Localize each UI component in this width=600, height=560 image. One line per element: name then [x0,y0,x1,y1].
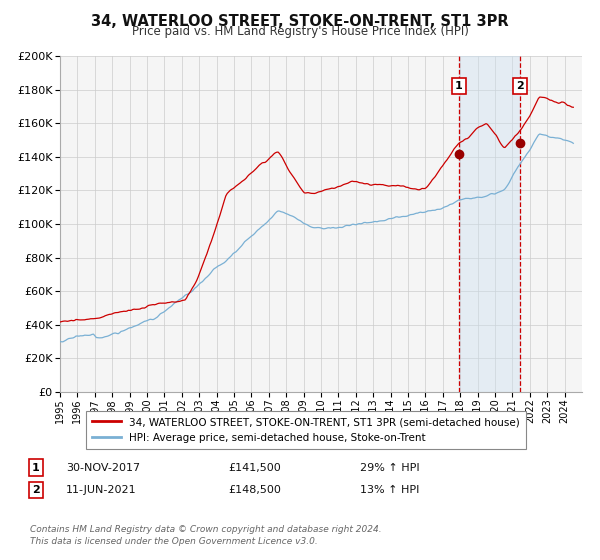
Text: 34, WATERLOO STREET, STOKE-ON-TRENT, ST1 3PR: 34, WATERLOO STREET, STOKE-ON-TRENT, ST1… [91,14,509,29]
Legend: 34, WATERLOO STREET, STOKE-ON-TRENT, ST1 3PR (semi-detached house), HPI: Average: 34, WATERLOO STREET, STOKE-ON-TRENT, ST1… [86,410,526,449]
Text: 29% ↑ HPI: 29% ↑ HPI [360,463,419,473]
Text: Price paid vs. HM Land Registry's House Price Index (HPI): Price paid vs. HM Land Registry's House … [131,25,469,38]
Text: 1: 1 [455,81,463,91]
Text: 2: 2 [32,485,40,495]
Text: 13% ↑ HPI: 13% ↑ HPI [360,485,419,495]
Text: 2: 2 [516,81,524,91]
Text: Contains HM Land Registry data © Crown copyright and database right 2024.
This d: Contains HM Land Registry data © Crown c… [30,525,382,546]
Text: 1: 1 [32,463,40,473]
Text: 11-JUN-2021: 11-JUN-2021 [66,485,137,495]
Bar [459,56,520,392]
Text: £141,500: £141,500 [228,463,281,473]
Text: £148,500: £148,500 [228,485,281,495]
Text: 30-NOV-2017: 30-NOV-2017 [66,463,140,473]
